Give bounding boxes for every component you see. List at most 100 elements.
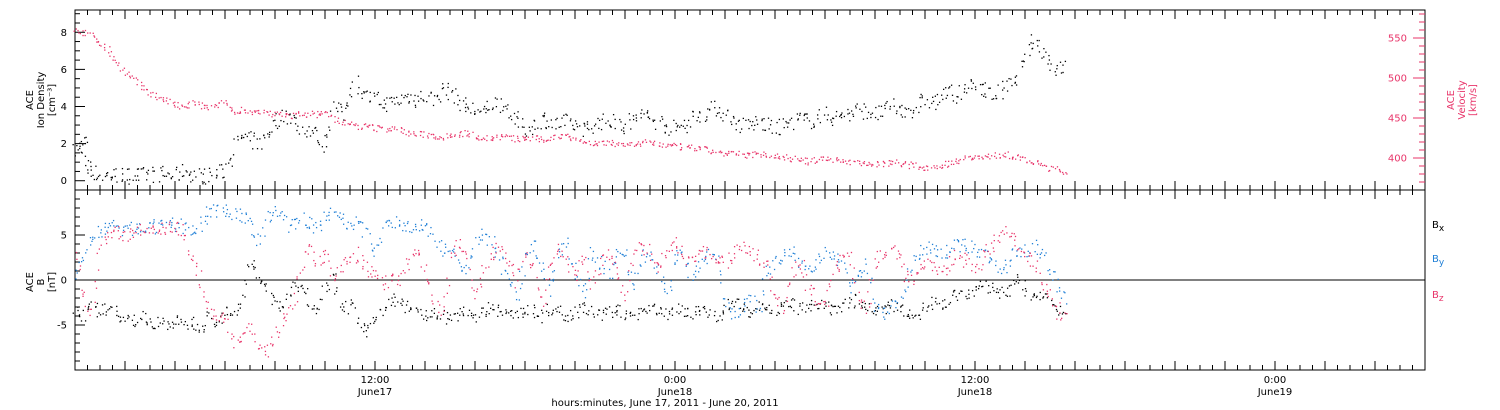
data-point xyxy=(978,268,980,270)
data-point xyxy=(451,136,453,138)
data-point xyxy=(879,250,881,252)
data-point xyxy=(676,246,678,248)
data-point xyxy=(526,253,529,256)
data-point xyxy=(502,109,504,112)
data-point xyxy=(597,117,599,120)
data-point xyxy=(427,235,429,237)
data-point xyxy=(583,123,586,125)
data-point xyxy=(259,235,262,237)
data-point xyxy=(832,251,835,253)
data-point xyxy=(794,259,796,262)
top-right-axis-label: ACE Velocity [km/s] xyxy=(1446,80,1479,119)
data-point xyxy=(731,300,734,303)
data-point xyxy=(445,323,448,325)
data-point xyxy=(373,129,375,131)
data-point xyxy=(512,317,514,319)
data-point xyxy=(953,239,956,241)
data-point xyxy=(137,227,140,229)
data-point xyxy=(127,227,129,229)
data-point xyxy=(816,160,818,163)
data-point xyxy=(261,347,263,349)
data-point xyxy=(778,312,781,315)
data-point xyxy=(538,141,541,143)
data-point xyxy=(972,158,974,160)
data-point xyxy=(346,263,348,265)
data-point xyxy=(816,114,819,116)
data-point xyxy=(217,106,219,109)
data-point xyxy=(810,299,813,302)
data-point xyxy=(203,329,205,331)
data-point xyxy=(694,270,697,272)
data-point xyxy=(546,139,548,142)
data-point xyxy=(366,90,368,92)
data-point xyxy=(386,131,388,133)
data-point xyxy=(1016,249,1019,251)
data-point xyxy=(265,283,267,285)
data-point xyxy=(681,255,684,258)
data-point xyxy=(311,110,314,112)
data-point xyxy=(558,251,561,253)
data-point xyxy=(844,298,846,301)
data-point xyxy=(752,121,754,123)
data-point xyxy=(934,95,936,97)
data-point xyxy=(556,310,558,313)
data-point xyxy=(734,257,736,259)
data-point xyxy=(382,227,384,229)
data-point xyxy=(443,306,445,308)
data-point xyxy=(315,221,317,224)
data-point xyxy=(576,279,578,282)
data-point xyxy=(936,249,939,251)
data-point xyxy=(420,90,422,93)
data-point xyxy=(230,157,232,160)
data-point xyxy=(467,134,469,136)
data-point xyxy=(201,102,204,104)
data-point xyxy=(323,151,325,153)
data-point xyxy=(106,174,108,177)
data-point xyxy=(121,180,123,182)
data-point xyxy=(447,98,449,101)
data-point xyxy=(884,305,886,307)
data-point xyxy=(637,141,640,143)
data-point xyxy=(669,144,671,146)
data-point xyxy=(417,249,420,252)
data-point xyxy=(349,94,351,96)
data-point xyxy=(78,32,80,34)
data-point xyxy=(512,135,515,137)
data-point xyxy=(392,273,394,275)
data-point xyxy=(1019,247,1021,249)
data-point xyxy=(814,162,816,164)
data-point xyxy=(842,302,844,304)
data-point xyxy=(136,168,139,170)
data-point xyxy=(699,112,701,114)
data-point xyxy=(428,95,430,97)
data-point xyxy=(485,108,487,110)
data-point xyxy=(448,284,451,287)
data-point xyxy=(898,253,901,255)
data-point xyxy=(849,120,851,122)
data-point xyxy=(643,308,646,310)
data-point xyxy=(866,272,869,275)
data-point xyxy=(835,110,838,113)
data-point xyxy=(923,169,925,172)
data-point xyxy=(818,158,821,161)
data-point xyxy=(945,306,947,308)
data-point xyxy=(805,274,808,276)
data-point xyxy=(297,111,300,113)
data-point xyxy=(329,129,331,131)
data-point xyxy=(626,249,628,251)
data-point xyxy=(1030,42,1032,44)
data-point xyxy=(776,298,779,300)
data-point xyxy=(308,244,311,246)
data-point xyxy=(1054,271,1056,273)
data-point xyxy=(519,140,521,143)
data-point xyxy=(710,101,712,103)
data-point xyxy=(133,77,135,80)
data-point xyxy=(937,104,939,106)
data-point xyxy=(770,290,772,292)
data-point xyxy=(761,118,763,120)
data-point xyxy=(829,256,831,258)
data-point xyxy=(377,91,379,94)
data-point xyxy=(236,112,239,114)
bottom-left-tick-label: 5 xyxy=(61,231,67,242)
data-point xyxy=(256,147,259,150)
